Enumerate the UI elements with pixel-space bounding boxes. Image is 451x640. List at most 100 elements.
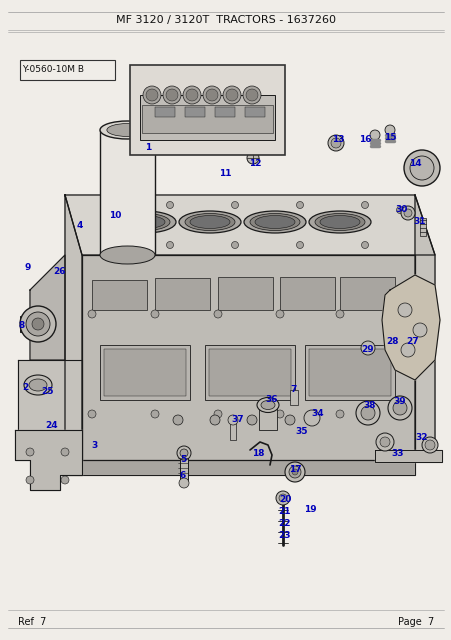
Text: 17: 17 (288, 465, 301, 474)
Text: 6: 6 (179, 470, 186, 479)
Circle shape (213, 310, 221, 318)
Text: Page  7: Page 7 (397, 617, 433, 627)
Circle shape (226, 89, 238, 101)
Circle shape (88, 410, 96, 418)
Bar (290, 390, 297, 405)
Text: 28: 28 (386, 337, 398, 346)
Ellipse shape (189, 216, 230, 228)
Circle shape (177, 446, 191, 460)
Bar (142, 105, 272, 133)
Polygon shape (374, 450, 441, 462)
Text: 21: 21 (278, 508, 290, 516)
Circle shape (360, 406, 374, 420)
Ellipse shape (125, 216, 165, 228)
Text: 27: 27 (406, 337, 419, 346)
Text: 11: 11 (218, 168, 231, 177)
Circle shape (179, 449, 188, 457)
Circle shape (335, 410, 343, 418)
Circle shape (166, 89, 178, 101)
Circle shape (361, 241, 368, 248)
Text: 31: 31 (413, 218, 425, 227)
Ellipse shape (179, 211, 240, 233)
Circle shape (390, 310, 398, 318)
Ellipse shape (114, 211, 175, 233)
Circle shape (88, 310, 96, 318)
Ellipse shape (257, 397, 278, 413)
Circle shape (179, 478, 189, 488)
Polygon shape (65, 460, 414, 475)
Circle shape (213, 410, 221, 418)
Bar (92, 280, 147, 310)
Text: Ref  7: Ref 7 (18, 617, 46, 627)
Circle shape (412, 323, 426, 337)
Ellipse shape (29, 379, 47, 391)
Circle shape (246, 415, 257, 425)
Circle shape (392, 401, 406, 415)
Text: 25: 25 (41, 387, 54, 397)
Circle shape (227, 415, 238, 425)
Ellipse shape (100, 246, 155, 264)
Polygon shape (381, 275, 439, 380)
Circle shape (163, 86, 180, 104)
Circle shape (245, 89, 258, 101)
Bar (100, 130, 155, 255)
Text: 3: 3 (92, 440, 98, 449)
Ellipse shape (244, 211, 305, 233)
Bar (179, 453, 188, 483)
Circle shape (231, 241, 238, 248)
Bar (304, 345, 394, 400)
Circle shape (375, 433, 393, 451)
Bar (230, 420, 235, 440)
Circle shape (400, 206, 414, 220)
Circle shape (397, 303, 411, 317)
Text: 32: 32 (415, 433, 427, 442)
Circle shape (285, 415, 295, 425)
Polygon shape (18, 360, 82, 460)
Text: 26: 26 (54, 268, 66, 276)
Circle shape (151, 310, 159, 318)
Bar (20, 60, 115, 80)
Circle shape (421, 437, 437, 453)
Circle shape (276, 410, 283, 418)
Circle shape (330, 138, 340, 148)
Bar (130, 65, 285, 155)
Text: 13: 13 (331, 136, 344, 145)
Ellipse shape (100, 121, 155, 139)
Circle shape (285, 462, 304, 482)
Polygon shape (82, 255, 414, 460)
Ellipse shape (260, 401, 274, 410)
Bar (155, 107, 175, 117)
Ellipse shape (254, 216, 295, 228)
Circle shape (424, 440, 434, 450)
Text: 8: 8 (19, 321, 25, 330)
Circle shape (276, 491, 290, 505)
Text: MF 3120 / 3120T  TRACTORS - 1637260: MF 3120 / 3120T TRACTORS - 1637260 (116, 15, 335, 25)
Bar (104, 349, 186, 396)
Ellipse shape (106, 124, 148, 136)
Ellipse shape (308, 211, 370, 233)
Circle shape (390, 410, 398, 418)
Circle shape (327, 135, 343, 151)
Bar (308, 349, 390, 396)
Text: 33: 33 (391, 449, 403, 458)
Circle shape (146, 89, 158, 101)
Circle shape (355, 401, 379, 425)
Text: 35: 35 (295, 428, 308, 436)
Circle shape (61, 448, 69, 456)
Circle shape (278, 494, 286, 502)
Circle shape (360, 341, 374, 355)
Text: 7: 7 (290, 385, 296, 394)
Text: 16: 16 (358, 134, 370, 143)
Text: 29: 29 (361, 346, 373, 355)
Polygon shape (65, 195, 434, 255)
Circle shape (396, 207, 403, 214)
Circle shape (173, 415, 183, 425)
Text: 24: 24 (46, 420, 58, 429)
Text: 30: 30 (395, 205, 407, 214)
Text: 34: 34 (311, 408, 324, 417)
Text: 12: 12 (248, 159, 261, 168)
Polygon shape (65, 195, 82, 460)
Text: 9: 9 (25, 264, 31, 273)
Bar (215, 107, 235, 117)
Circle shape (403, 150, 439, 186)
